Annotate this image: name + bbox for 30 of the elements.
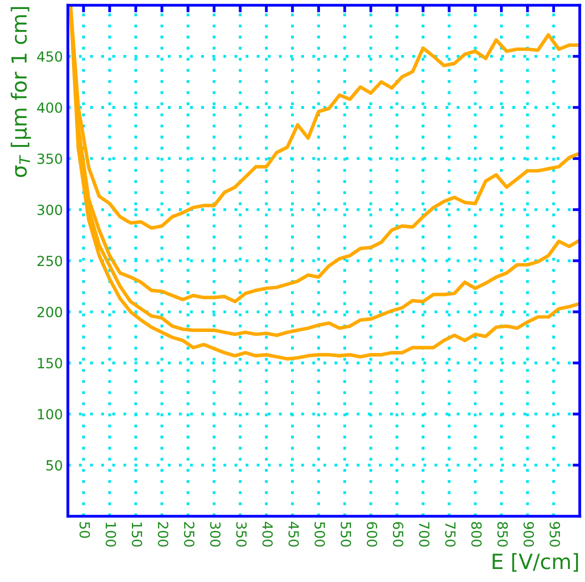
x-tick-label: 450 <box>288 522 299 547</box>
y-tick-label: 250 <box>38 256 62 266</box>
x-tick-label: 800 <box>471 522 482 547</box>
x-tick-label: 150 <box>132 522 142 547</box>
y-tick-label: 350 <box>38 154 62 164</box>
y-tick-label: 200 <box>38 306 62 318</box>
x-tick-label: 500 <box>314 522 326 547</box>
x-tick-label: 850 <box>497 522 508 547</box>
x-tick-label: 300 <box>210 522 221 547</box>
y-tick-label: 300 <box>38 204 62 216</box>
y-axis-title: σ$_{T}$ [μm for 1 cm] <box>10 7 31 178</box>
y-tick-label: 400 <box>37 102 62 113</box>
x-tick-label: 950 <box>550 522 560 547</box>
y-tick-label: 100 <box>38 409 62 420</box>
x-tick-label: 350 <box>236 522 247 547</box>
x-axis-title: E [V/cm] <box>492 553 578 572</box>
x-tick-label: 650 <box>392 522 404 547</box>
x-tick-label: 400 <box>262 522 273 547</box>
y-tick-label: 150 <box>38 358 62 368</box>
x-tick-label: 550 <box>340 522 352 547</box>
x-tick-label: 250 <box>184 522 194 547</box>
x-tick-label: 700 <box>419 522 430 547</box>
x-tick-label: 900 <box>523 522 534 547</box>
x-tick-label: 200 <box>158 522 168 547</box>
x-tick-label: 750 <box>445 522 456 547</box>
x-tick-label: 100 <box>106 522 116 547</box>
y-tick-label: 450 <box>37 51 62 62</box>
y-tick-label: 50 <box>46 460 62 471</box>
x-tick-label: 50 <box>80 522 90 538</box>
x-tick-label: 600 <box>366 522 378 547</box>
